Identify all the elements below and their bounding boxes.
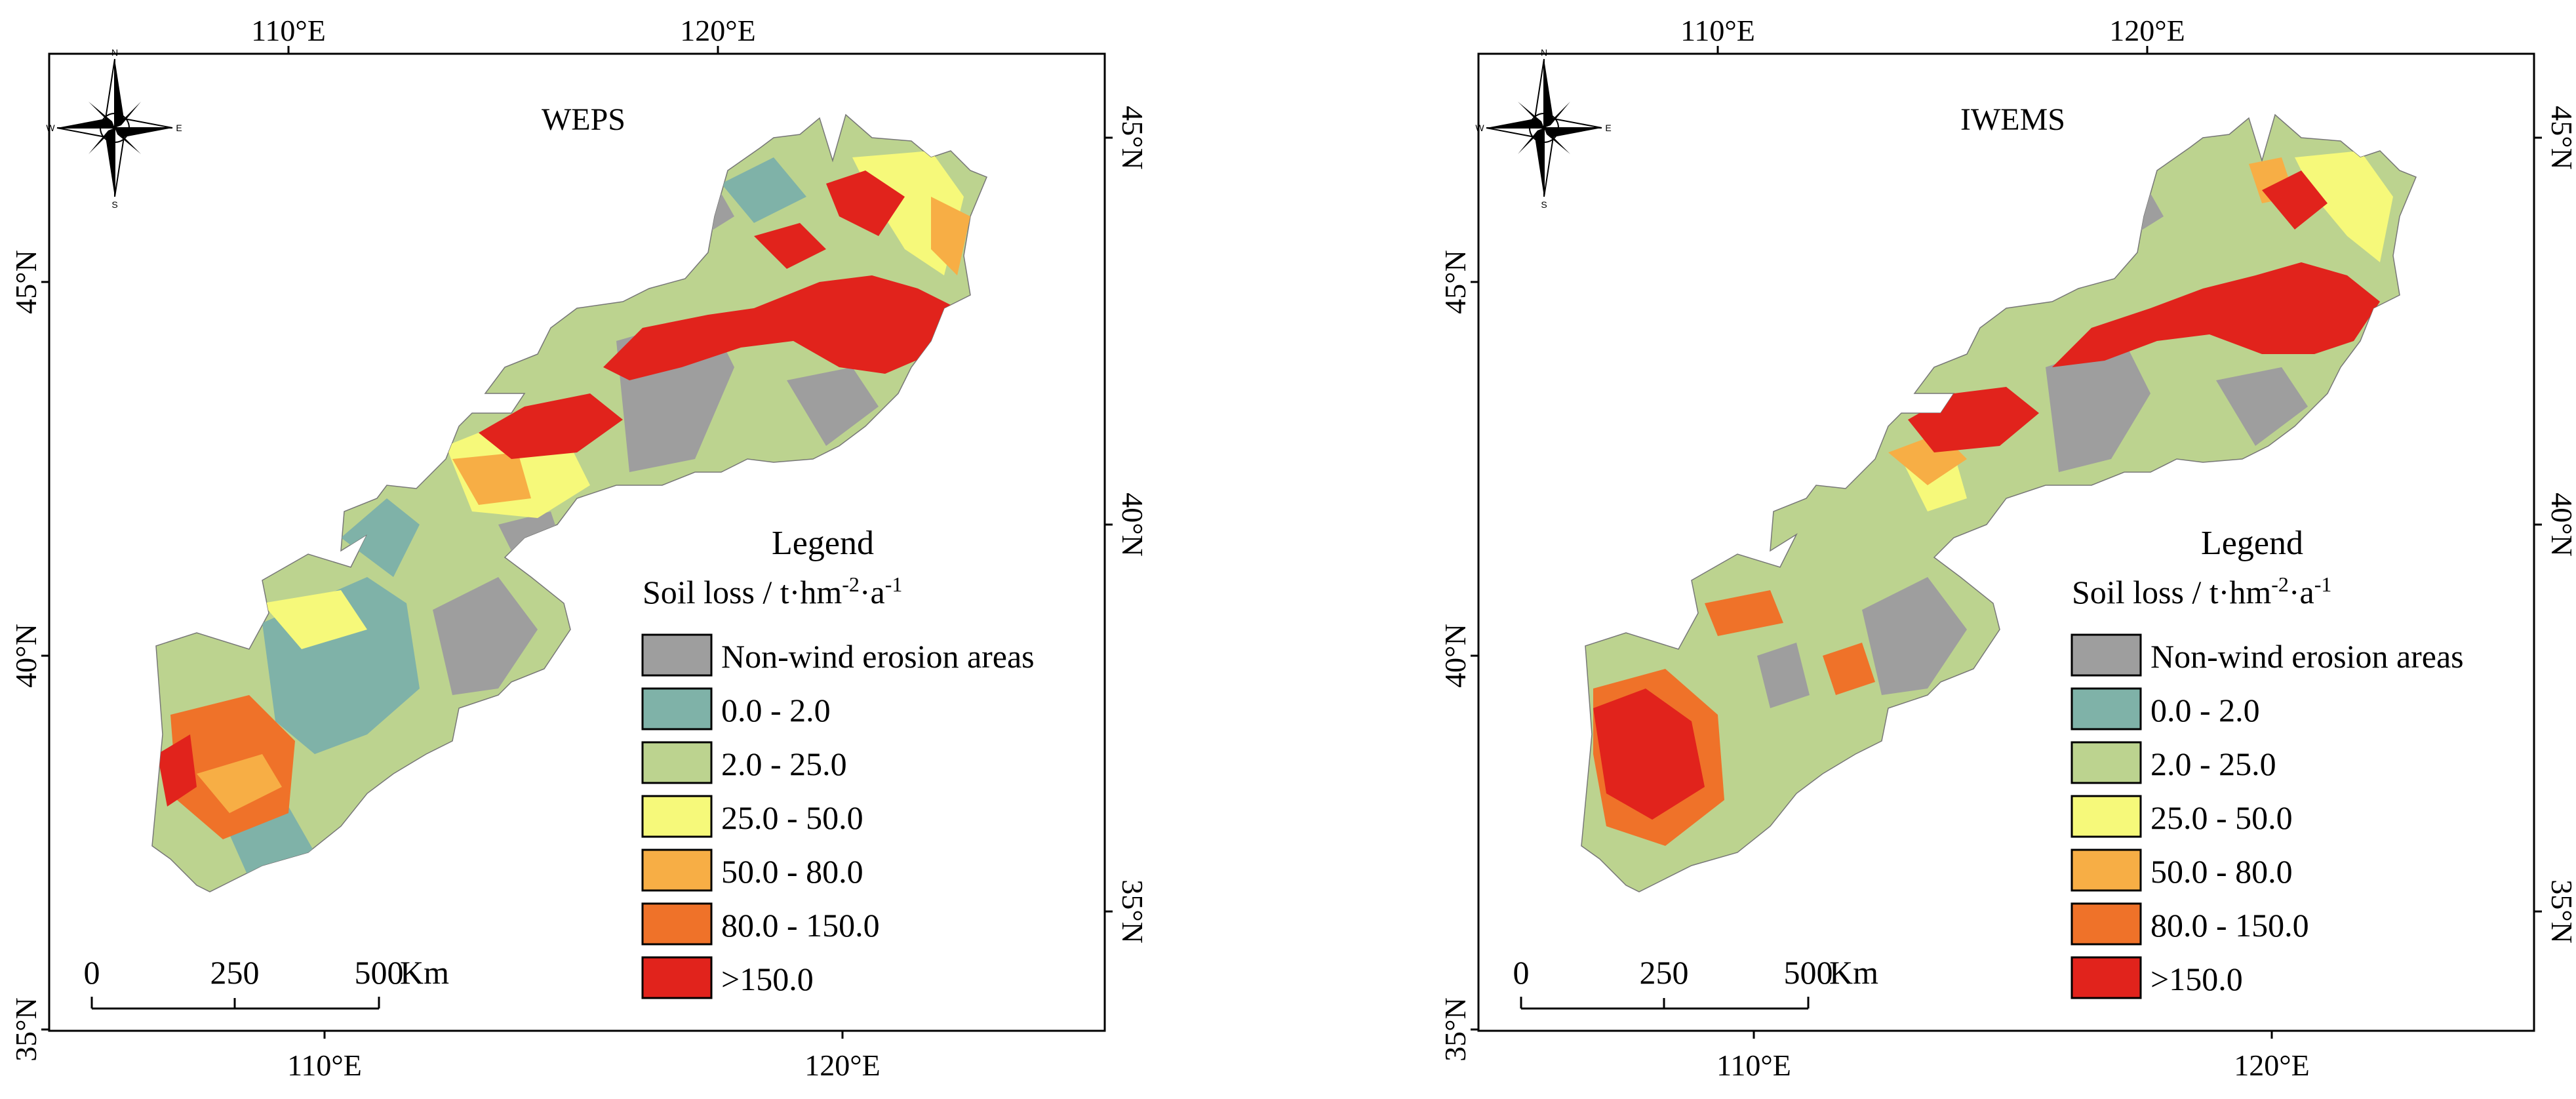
legend-item-label: 25.0 - 50.0 — [2150, 799, 2293, 836]
compass-rose-icon: N S E W — [1475, 47, 1611, 210]
legend-item-label: 50.0 - 80.0 — [721, 853, 863, 890]
right-tick-label-35n: 35°N — [2545, 879, 2576, 944]
legend-item-label: Non-wind erosion areas — [2150, 638, 2464, 675]
bottom-tick-label-120e: 120°E — [2234, 1049, 2310, 1082]
legend-item-label: 50.0 - 80.0 — [2150, 853, 2293, 890]
map-title: WEPS — [542, 102, 625, 137]
legend-item-label: >150.0 — [2150, 961, 2243, 997]
left-tick-label-45n: 45°N — [1438, 250, 1472, 314]
legend-subtitle-mid: ·a — [860, 574, 885, 610]
right-tick-label-40n: 40°N — [2545, 492, 2576, 557]
legend-subtitle-sup2: -1 — [885, 572, 903, 596]
legend-swatch — [641, 633, 713, 677]
legend-item-label: 2.0 - 25.0 — [2150, 746, 2276, 782]
left-tick-label-35n: 35°N — [9, 997, 43, 1062]
legend-swatch — [2071, 741, 2142, 784]
scale-bar: 0 250 500 Km — [84, 954, 449, 1010]
right-tick-label-35n: 35°N — [1116, 879, 1149, 944]
legend-swatch — [2071, 687, 2142, 730]
legend-swatch — [2071, 849, 2142, 892]
bottom-tick-label-110e: 110°E — [287, 1049, 362, 1082]
scale-label-0: 0 — [84, 954, 100, 991]
map-title: IWEMS — [1960, 102, 2065, 137]
top-tick-label-110e: 110°E — [251, 14, 326, 47]
legend-title: Legend — [772, 525, 874, 562]
scale-bar: 0 250 500 Km — [1513, 954, 1878, 1010]
legend-swatch — [2071, 956, 2142, 999]
legend-swatch — [641, 956, 713, 999]
scale-label-0: 0 — [1513, 954, 1530, 991]
legend-swatch — [2071, 795, 2142, 838]
bottom-tick-label-110e: 110°E — [1716, 1049, 1791, 1082]
left-tick-label-40n: 40°N — [1438, 624, 1472, 688]
legend-swatch — [641, 902, 713, 946]
legend-item-label: 80.0 - 150.0 — [2150, 907, 2309, 944]
compass-west-label: W — [1475, 123, 1484, 133]
study-region-map — [1581, 113, 2417, 892]
bottom-tick-label-120e: 120°E — [804, 1049, 881, 1082]
legend-item-label: >150.0 — [721, 961, 814, 997]
scale-label-250: 250 — [1640, 954, 1689, 991]
right-tick-label-45n: 45°N — [2545, 106, 2576, 170]
legend-subtitle-sup2: -1 — [2314, 572, 2332, 596]
legend-swatch — [641, 795, 713, 838]
legend-subtitle-prefix: Soil loss / t·hm — [2072, 574, 2271, 610]
left-tick-label-35n: 35°N — [1438, 997, 1472, 1062]
legend-subtitle-sup1: -2 — [2271, 572, 2289, 596]
graticule-ticks — [41, 46, 1113, 1039]
graticule-ticks — [1471, 46, 2542, 1039]
compass-south-label: S — [111, 199, 117, 210]
scale-label-500: 500 — [1784, 954, 1833, 991]
legend-item-label: 0.0 - 2.0 — [721, 692, 831, 729]
left-tick-label-45n: 45°N — [9, 250, 43, 314]
soil-loss-zones — [1593, 151, 2393, 846]
compass-north-label: N — [1541, 47, 1547, 58]
compass-south-label: S — [1541, 199, 1547, 210]
top-tick-label-110e: 110°E — [1680, 14, 1755, 47]
scale-unit-label: Km — [1829, 954, 1878, 991]
right-tick-label-40n: 40°N — [1116, 492, 1149, 557]
map-panel-weps: 110°E 120°E 110°E 120°E 45°N 40°N 35°N 4… — [0, 0, 1246, 1099]
legend-title: Legend — [2201, 525, 2303, 562]
legend-item-label: 2.0 - 25.0 — [721, 746, 847, 782]
map-canvas: 110°E 120°E 110°E 120°E 45°N 40°N 35°N 4… — [9, 14, 1149, 1082]
legend-swatch — [2071, 633, 2142, 677]
map-panel-iwems: 110°E 120°E 110°E 120°E 45°N 40°N 35°N 4… — [1429, 0, 2576, 1099]
legend-item-label: 80.0 - 150.0 — [721, 907, 880, 944]
legend-subtitle: Soil loss / t·hm-2·a-1 — [2072, 572, 2331, 610]
study-region-map — [151, 113, 987, 892]
top-tick-label-120e: 120°E — [680, 14, 756, 47]
left-tick-label-40n: 40°N — [9, 624, 43, 688]
legend-subtitle-mid: ·a — [2289, 574, 2314, 610]
map-canvas: 110°E 120°E 110°E 120°E 45°N 40°N 35°N 4… — [1438, 14, 2576, 1082]
legend-swatch — [641, 741, 713, 784]
compass-east-label: E — [1605, 123, 1611, 133]
compass-east-label: E — [176, 123, 182, 133]
compass-north-label: N — [111, 47, 118, 58]
map-frame — [1477, 52, 2535, 1032]
legend-items: Non-wind erosion areas 0.0 - 2.0 2.0 - 25.… — [2071, 633, 2464, 999]
legend-items: Non-wind erosion areas 0.0 - 2.0 2.0 - 25.… — [641, 633, 1035, 999]
legend-swatch — [641, 849, 713, 892]
compass-rose-icon: N S E W — [46, 47, 182, 210]
scale-label-500: 500 — [355, 954, 404, 991]
legend-item-label: 0.0 - 2.0 — [2150, 692, 2260, 729]
legend-subtitle-prefix: Soil loss / t·hm — [643, 574, 842, 610]
legend-swatch — [641, 687, 713, 730]
legend-item-label: Non-wind erosion areas — [721, 638, 1035, 675]
right-tick-label-45n: 45°N — [1116, 106, 1149, 170]
scale-unit-label: Km — [400, 954, 449, 991]
legend-subtitle-sup1: -2 — [842, 572, 860, 596]
legend-swatch — [2071, 902, 2142, 946]
map-frame — [48, 52, 1106, 1032]
top-tick-label-120e: 120°E — [2109, 14, 2185, 47]
compass-west-label: W — [46, 123, 55, 133]
scale-label-250: 250 — [210, 954, 260, 991]
legend-subtitle: Soil loss / t·hm-2·a-1 — [643, 572, 902, 610]
legend-item-label: 25.0 - 50.0 — [721, 799, 863, 836]
